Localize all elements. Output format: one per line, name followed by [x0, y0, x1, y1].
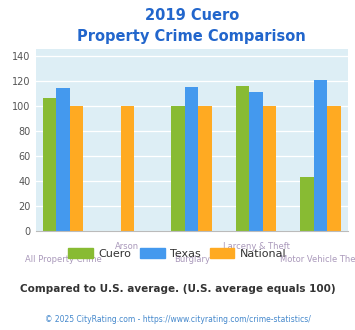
- Bar: [236, 86, 249, 231]
- Bar: [198, 106, 212, 231]
- Bar: [56, 88, 70, 231]
- Bar: [263, 106, 276, 231]
- Text: Burglary: Burglary: [174, 255, 210, 264]
- Bar: [300, 177, 313, 231]
- Bar: [121, 106, 134, 231]
- Text: © 2025 CityRating.com - https://www.cityrating.com/crime-statistics/: © 2025 CityRating.com - https://www.city…: [45, 315, 310, 324]
- Bar: [171, 106, 185, 231]
- Bar: [249, 92, 263, 231]
- Text: Larceny & Theft: Larceny & Theft: [223, 242, 289, 251]
- Title: 2019 Cuero
Property Crime Comparison: 2019 Cuero Property Crime Comparison: [77, 8, 306, 44]
- Text: All Property Crime: All Property Crime: [25, 255, 102, 264]
- Bar: [327, 106, 340, 231]
- Text: Motor Vehicle Theft: Motor Vehicle Theft: [279, 255, 355, 264]
- Bar: [43, 98, 56, 231]
- Bar: [313, 80, 327, 231]
- Text: Compared to U.S. average. (U.S. average equals 100): Compared to U.S. average. (U.S. average …: [20, 284, 335, 294]
- Bar: [185, 87, 198, 231]
- Text: Arson: Arson: [115, 242, 140, 251]
- Bar: [70, 106, 83, 231]
- Legend: Cuero, Texas, National: Cuero, Texas, National: [64, 243, 291, 263]
